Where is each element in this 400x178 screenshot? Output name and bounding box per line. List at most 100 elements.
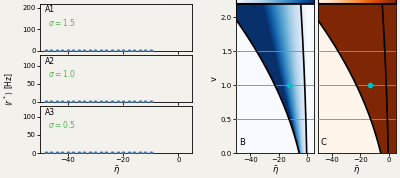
Point: [172, 51, 178, 54]
Point: [81, 101, 88, 103]
Point: [172, 102, 178, 105]
Point: [59, 49, 65, 52]
Point: [70, 49, 76, 52]
Point: [180, 0, 186, 3]
Point: [70, 152, 76, 155]
Point: [92, 100, 98, 103]
Point: [48, 152, 54, 155]
Point: [131, 49, 137, 52]
Point: [48, 101, 54, 103]
X-axis label: $\bar{\eta}$: $\bar{\eta}$: [272, 165, 279, 177]
Point: [174, 0, 180, 3]
Point: [109, 152, 115, 155]
Point: [120, 49, 126, 52]
Point: [166, 0, 172, 3]
Point: [92, 49, 98, 52]
Point: [148, 151, 154, 154]
Point: [114, 152, 121, 155]
Point: [54, 152, 60, 155]
Text: C: C: [321, 138, 327, 147]
Point: [126, 101, 132, 103]
Point: [131, 101, 137, 103]
Point: [184, 102, 190, 105]
Point: [87, 101, 93, 103]
Point: [87, 49, 93, 52]
Point: [166, 51, 172, 54]
Point: [170, 51, 176, 54]
Point: [109, 101, 115, 103]
Point: [188, 51, 194, 54]
Point: [188, 102, 194, 105]
Point: [188, 0, 194, 3]
Point: [176, 51, 182, 54]
Point: [98, 101, 104, 103]
Point: [176, 0, 182, 3]
Point: [170, 102, 176, 105]
Point: [182, 51, 188, 54]
Text: $\sigma = 1.5$: $\sigma = 1.5$: [48, 17, 75, 28]
Point: [142, 152, 148, 155]
Point: [103, 100, 110, 103]
Point: [178, 51, 184, 54]
Point: [148, 49, 154, 52]
Point: [59, 151, 65, 154]
Point: [136, 101, 143, 103]
Point: [64, 101, 71, 103]
Point: [180, 51, 186, 54]
Point: [136, 152, 143, 155]
Point: [76, 152, 82, 155]
Point: [81, 49, 88, 52]
Point: [168, 51, 174, 54]
Point: [164, 51, 171, 54]
Point: [48, 49, 54, 52]
Point: [98, 151, 104, 154]
Point: [120, 101, 126, 103]
Point: [114, 100, 121, 103]
Point: [103, 49, 110, 52]
Point: [142, 49, 148, 52]
Point: [64, 49, 71, 52]
Point: [114, 49, 121, 52]
X-axis label: $\bar{\eta}$: $\bar{\eta}$: [353, 165, 360, 177]
Point: [103, 152, 110, 155]
Point: [76, 49, 82, 52]
Point: [182, 102, 188, 105]
Point: [64, 152, 71, 155]
Point: [109, 49, 115, 52]
Y-axis label: v: v: [210, 76, 219, 81]
Point: [176, 102, 182, 105]
Point: [186, 102, 192, 105]
X-axis label: $\bar{\eta}$: $\bar{\eta}$: [113, 165, 120, 177]
Text: A3: A3: [44, 108, 55, 117]
Point: [184, 0, 190, 3]
Point: [42, 101, 49, 103]
Point: [54, 100, 60, 103]
Point: [126, 151, 132, 154]
Point: [70, 100, 76, 103]
Point: [186, 51, 192, 54]
Point: [54, 49, 60, 52]
Text: A2: A2: [44, 57, 54, 66]
Point: [136, 49, 143, 52]
Point: [92, 152, 98, 155]
Point: [172, 0, 178, 3]
Point: [87, 152, 93, 155]
Point: [164, 102, 171, 105]
Point: [184, 51, 190, 54]
Point: [59, 100, 65, 103]
Text: $\langle r^*\rangle$ [Hz]: $\langle r^*\rangle$ [Hz]: [2, 72, 14, 106]
Text: B: B: [239, 138, 245, 147]
Point: [170, 0, 176, 3]
Point: [168, 0, 174, 3]
Point: [148, 101, 154, 103]
Text: A1: A1: [44, 6, 54, 14]
Point: [42, 152, 49, 155]
Point: [126, 49, 132, 52]
Point: [42, 49, 49, 52]
Point: [186, 0, 192, 3]
Point: [81, 152, 88, 155]
Point: [182, 0, 188, 3]
Point: [178, 102, 184, 105]
Point: [166, 102, 172, 105]
Point: [174, 51, 180, 54]
